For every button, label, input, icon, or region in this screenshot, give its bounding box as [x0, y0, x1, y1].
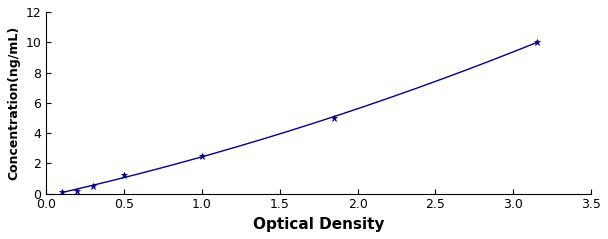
- X-axis label: Optical Density: Optical Density: [253, 217, 384, 232]
- Y-axis label: Concentration(ng/mL): Concentration(ng/mL): [7, 26, 20, 180]
